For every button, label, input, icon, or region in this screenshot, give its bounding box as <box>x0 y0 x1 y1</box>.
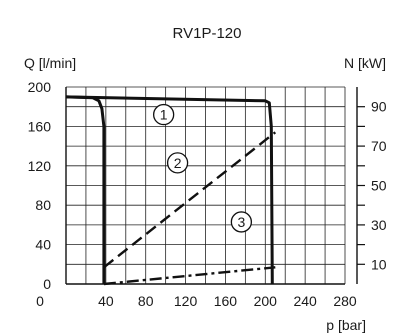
x-axis-label: p [bar] <box>326 317 366 333</box>
x-tick-label: 280 <box>333 293 357 309</box>
chart-title: RV1P-120 <box>173 25 242 42</box>
series-line-1 <box>65 95 274 285</box>
x-tick-label: 0 <box>36 293 44 309</box>
y-left-tick-label: 160 <box>28 118 52 134</box>
x-tick-label: 40 <box>98 293 114 309</box>
x-tick-label: 80 <box>138 293 154 309</box>
y-right-tick-label: 50 <box>371 178 387 194</box>
series-marker-label: 1 <box>160 107 168 123</box>
y-right-tick-label: 70 <box>371 138 387 154</box>
series-markers: 1 2 3 <box>152 103 253 233</box>
x-tick-label: 160 <box>214 293 238 309</box>
y-left-axis-label: Q [l/min] <box>24 55 76 71</box>
y-left-tick-label: 40 <box>35 237 51 253</box>
series-marker-circle <box>152 103 175 126</box>
series-lines <box>65 95 277 286</box>
series-marker-label: 3 <box>237 214 245 230</box>
series-line-1 <box>65 95 106 284</box>
x-tick-label: 240 <box>293 293 317 309</box>
y-left-tick-label: 200 <box>28 79 52 95</box>
series-marker-circle <box>230 211 253 233</box>
y-right-tick-label: 10 <box>371 256 387 272</box>
series-line-2 <box>103 131 277 269</box>
series-line-3 <box>103 266 276 286</box>
grid <box>65 86 365 285</box>
y-right-tick-label: 90 <box>371 99 387 115</box>
y-left-tick-label: 120 <box>28 158 52 174</box>
x-tick-label: 200 <box>254 293 278 309</box>
series-marker-circle <box>166 152 189 174</box>
x-tick-label: 120 <box>174 293 198 309</box>
tick-labels: 0 40 80 120 160 200 0 40 80 120 160 200 240 280 10 30 50… <box>28 79 387 309</box>
series-marker-label: 2 <box>174 155 182 171</box>
y-right-axis-label: N [kW] <box>344 55 386 71</box>
y-left-tick-label: 80 <box>35 197 51 213</box>
y-right-tick-label: 30 <box>371 217 387 233</box>
y-left-tick-label: 0 <box>43 276 51 292</box>
